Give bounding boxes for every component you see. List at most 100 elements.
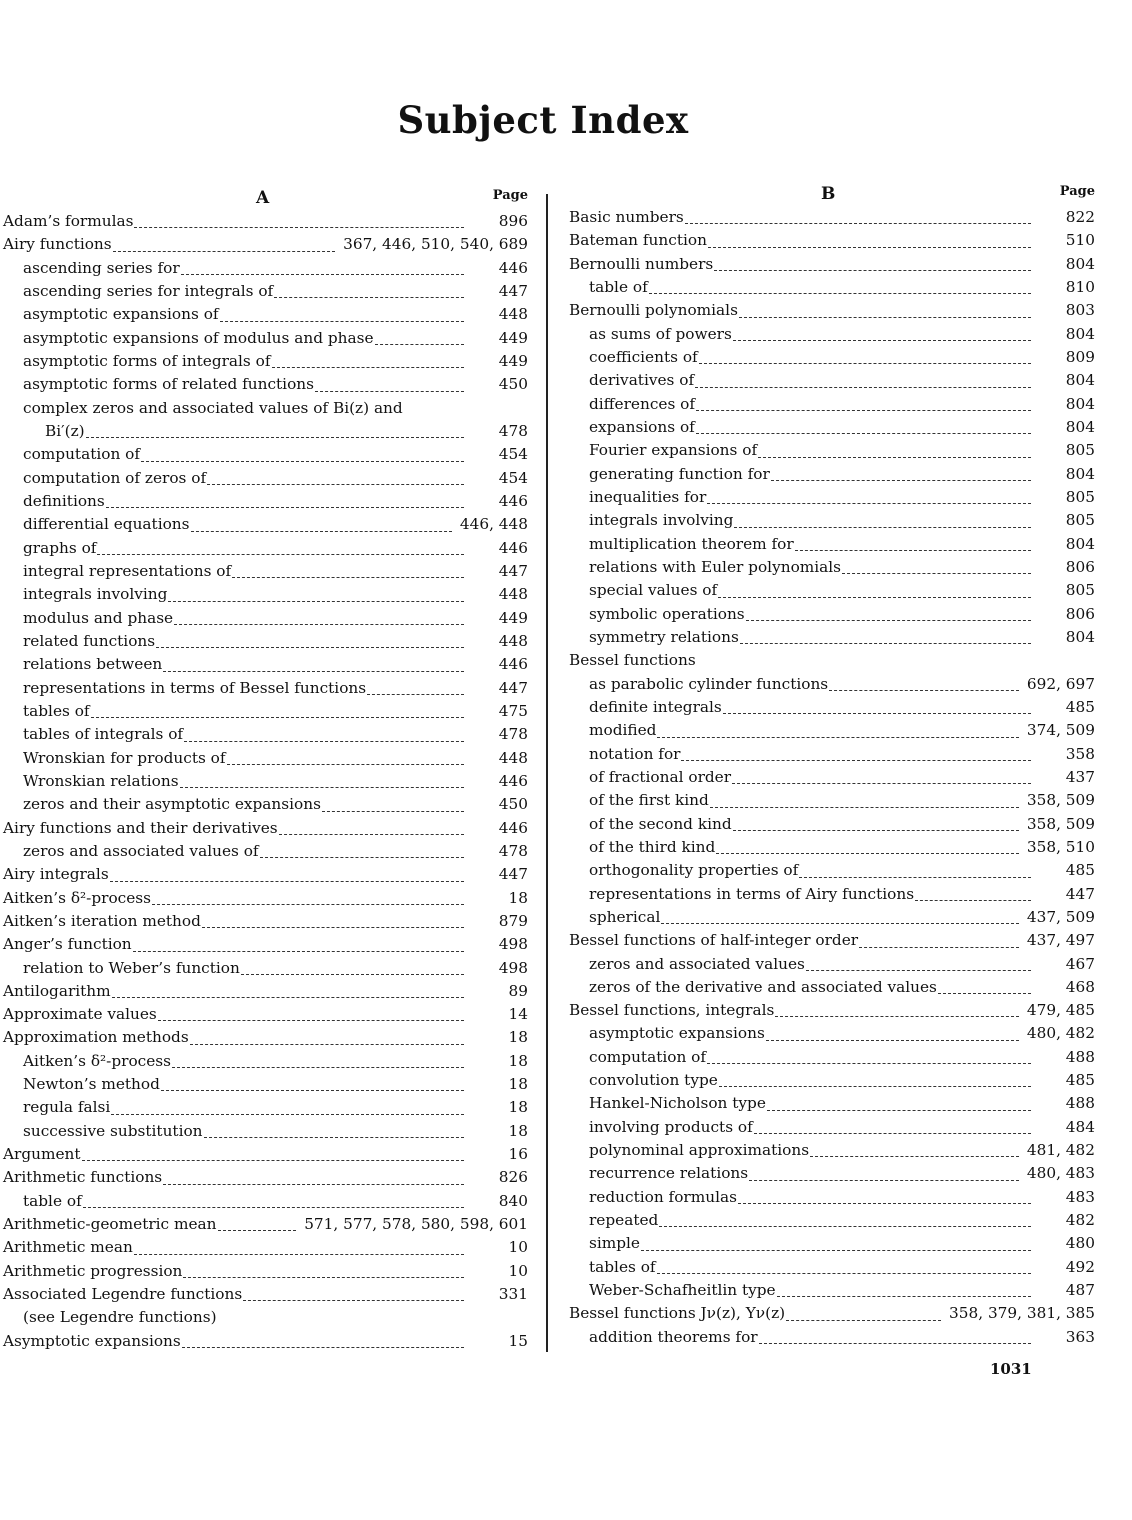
entry-pages: 485 <box>1065 1071 1095 1090</box>
dot-leader <box>315 390 464 392</box>
entry-text: Bernoulli numbers <box>569 254 714 273</box>
entry-text: Weber-Schafheitlin type <box>589 1281 776 1300</box>
entry-text: coefficients of <box>589 347 698 366</box>
index-entry: Antilogarithm 89 <box>3 980 528 1003</box>
dot-leader <box>203 1137 464 1139</box>
index-subentry: integrals involving 448 <box>3 583 528 606</box>
entry-text: differential equations <box>23 515 190 534</box>
entry-pages: 805 <box>1065 511 1095 530</box>
index-subentry: ascending series for integrals of 447 <box>3 280 528 303</box>
entry-text: representations in terms of Airy functio… <box>589 884 915 903</box>
dot-leader <box>799 876 1031 878</box>
entry-pages: 468 <box>1065 977 1095 996</box>
dot-leader <box>734 526 1031 528</box>
entry-text: Wronskian relations <box>23 771 179 790</box>
dot-leader <box>753 1133 1031 1135</box>
entry-text: spherical <box>589 907 661 926</box>
entry-text: representations in terms of Bessel funct… <box>23 678 367 697</box>
dot-leader <box>163 1183 464 1185</box>
index-subentry: notation for 358 <box>569 743 1095 766</box>
entry-text: Aitken’s δ²-process <box>3 888 151 907</box>
dot-leader <box>374 343 464 345</box>
entry-pages: 510 <box>1065 231 1095 250</box>
entry-pages: 879 <box>498 911 528 930</box>
entry-pages: 482 <box>1065 1211 1095 1230</box>
entry-text: Antilogarithm <box>3 981 111 1000</box>
index-subentry: computation of zeros of 454 <box>3 467 528 490</box>
dot-leader <box>765 1039 1019 1041</box>
dot-leader <box>219 320 464 322</box>
entry-pages: 447 <box>1065 884 1095 903</box>
dot-leader <box>243 1300 464 1302</box>
index-subentry: representations in terms of Airy functio… <box>569 883 1095 906</box>
dot-leader <box>141 460 464 462</box>
entry-pages: 446 <box>498 491 528 510</box>
entry-pages: 446 <box>498 258 528 277</box>
dot-leader <box>749 1179 1019 1181</box>
index-subentry: as parabolic cylinder functions 692, 697 <box>569 673 1095 696</box>
dot-leader <box>915 899 1031 901</box>
entry-pages: 806 <box>1065 604 1095 623</box>
index-subentry: computation of 454 <box>3 443 528 466</box>
entry-text: relations between <box>23 655 163 674</box>
dot-leader <box>190 530 452 532</box>
index-entries: Adam’s formulas 896 Airy functions 367, 446… <box>3 210 528 1353</box>
index-entry: Anger’s function 498 <box>3 933 528 956</box>
dot-leader <box>82 1207 464 1209</box>
dot-leader <box>181 1347 464 1349</box>
entry-pages: 449 <box>498 328 528 347</box>
entry-pages: 18 <box>508 1075 528 1094</box>
dot-leader <box>707 1063 1031 1065</box>
dot-leader <box>163 670 464 672</box>
entry-text: recurrence relations <box>589 1164 749 1183</box>
index-subentry: ascending series for 446 <box>3 257 528 280</box>
entry-pages: 484 <box>1065 1117 1095 1136</box>
entry-text: asymptotic forms of integrals of <box>23 351 271 370</box>
entry-text: asymptotic expansions of <box>23 305 219 324</box>
entry-text: Arithmetic functions <box>3 1168 163 1187</box>
index-subentry: reduction formulas 483 <box>569 1186 1095 1209</box>
index-subentry: of the second kind 358, 509 <box>569 813 1095 836</box>
dot-leader <box>321 810 464 812</box>
entry-text: related functions <box>23 631 156 650</box>
entry-text: expansions of <box>589 417 695 436</box>
dot-leader <box>179 787 464 789</box>
dot-leader <box>681 759 1031 761</box>
entry-text: Adam’s formulas <box>3 212 134 230</box>
index-subentry: integrals involving 805 <box>569 509 1095 532</box>
entry-text: polynominal approximations <box>589 1141 810 1160</box>
dot-leader <box>168 600 464 602</box>
index-subentry: relations between 446 <box>3 653 528 676</box>
entry-pages: 896 <box>498 212 528 230</box>
entry-text: Bessel functions Jν(z), Yν(z) <box>569 1304 786 1323</box>
entry-text: Approximate values <box>3 1005 157 1024</box>
dot-leader <box>758 456 1031 458</box>
index-entry: Airy functions and their derivatives 446 <box>3 817 528 840</box>
dot-leader <box>738 316 1031 318</box>
index-entry: Bateman function 510 <box>569 229 1095 252</box>
entry-pages: 358, 509 <box>1026 791 1095 810</box>
index-subentry: recurrence relations 480, 483 <box>569 1162 1095 1185</box>
entry-pages: 826 <box>498 1168 528 1187</box>
page-number: 1031 <box>990 1360 1032 1378</box>
index-subentry: involving products of 484 <box>569 1116 1095 1139</box>
column-divider <box>546 194 548 1352</box>
dot-leader <box>160 1090 464 1092</box>
index-subentry: asymptotic expansions of modulus and pha… <box>3 327 528 350</box>
entry-text: successive substitution <box>23 1121 203 1140</box>
index-subentry: related functions 448 <box>3 630 528 653</box>
index-entry: Bessel functions <box>569 649 1095 672</box>
index-entry: Arithmetic-geometric mean 571, 577, 578, … <box>3 1213 528 1236</box>
entry-text: derivatives of <box>589 371 695 390</box>
entry-pages: 478 <box>498 725 528 744</box>
entry-text: generating function for <box>589 464 770 483</box>
entry-text: Anger’s function <box>3 935 132 954</box>
entry-pages: 446, 448 <box>459 515 528 534</box>
entry-text: zeros and their asymptotic expansions <box>23 795 321 814</box>
dot-leader <box>184 740 464 742</box>
index-subentry: successive substitution 18 <box>3 1120 528 1143</box>
dot-leader <box>226 763 464 765</box>
index-column-a: A Page Adam’s formulas 896 Airy functions 3… <box>3 186 528 1353</box>
index-subentry: Weber-Schafheitlin type 487 <box>569 1279 1095 1302</box>
dot-leader <box>732 829 1019 831</box>
